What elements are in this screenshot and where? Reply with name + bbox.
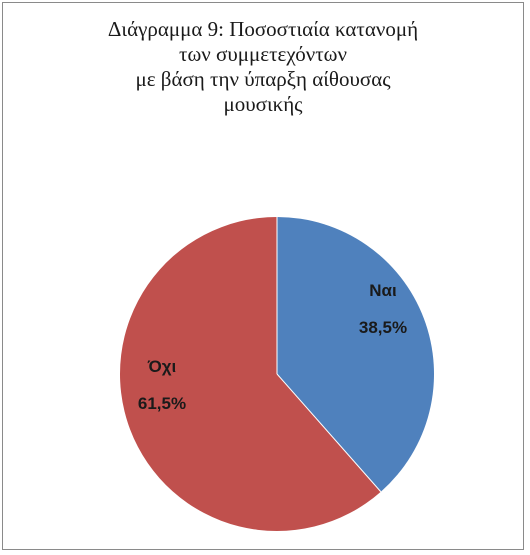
chart-title-line-4: μουσικής bbox=[223, 92, 303, 116]
slice-category-label: Ναι bbox=[369, 281, 397, 300]
pie-slice-yes bbox=[277, 217, 434, 492]
pie-slice-no bbox=[119, 217, 381, 531]
chart-title: Διάγραμμα 9: Ποσοστιαία κατανομή των συμ… bbox=[3, 17, 523, 117]
chart-title-line-2: των συμμετεχόντων bbox=[179, 42, 347, 66]
pie-slice-separator bbox=[276, 373, 382, 493]
chart-title-line-3: με βάση την ύπαρξη αίθουσας bbox=[135, 67, 391, 91]
slice-category-label: Όχι bbox=[147, 357, 177, 376]
slice-value-label: 38,5% bbox=[359, 318, 407, 337]
slice-value-label: 61,5% bbox=[138, 394, 186, 413]
chart-title-line-1: Διάγραμμα 9: Ποσοστιαία κατανομή bbox=[107, 17, 419, 41]
